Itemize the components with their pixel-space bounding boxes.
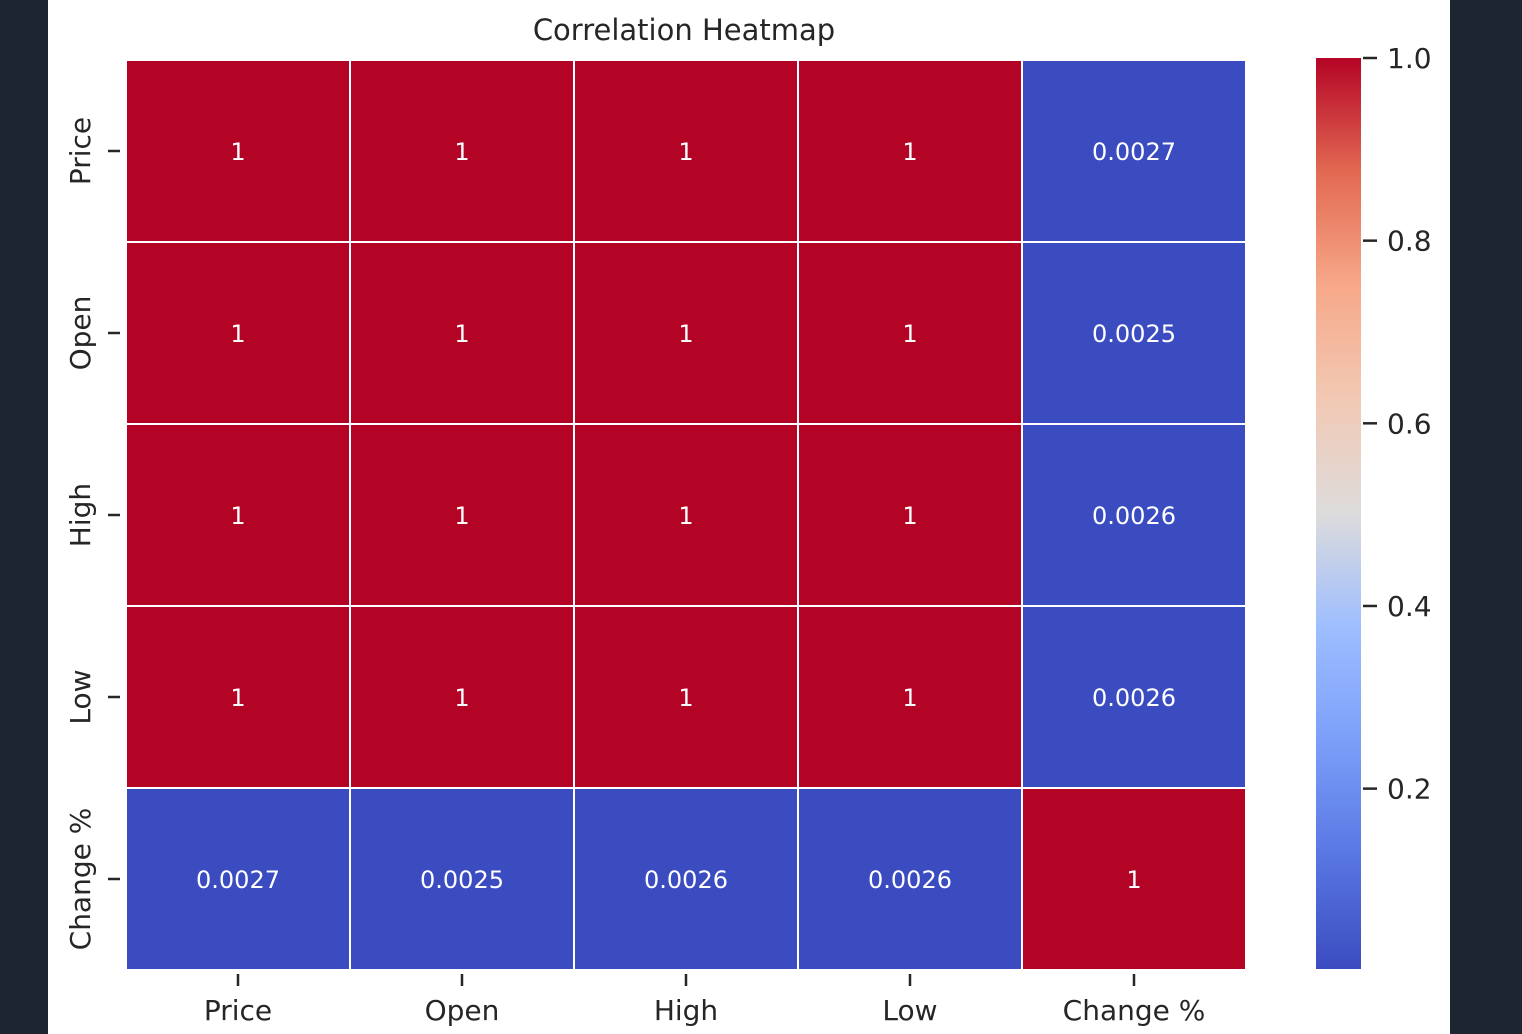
cell-annotation-r0-c1: 1 bbox=[454, 138, 469, 166]
cell-annotation-r2-c4: 0.0026 bbox=[1092, 502, 1176, 530]
y-tick-label-3: Low bbox=[64, 669, 97, 724]
cell-annotation-r0-c4: 0.0027 bbox=[1092, 138, 1176, 166]
heatmap-cell-r3-c3 bbox=[797, 605, 1023, 789]
heatmap-cell-r0-c1 bbox=[349, 59, 575, 243]
colorbar-tick-label-3: 0.8 bbox=[1387, 225, 1432, 258]
y-tick-label-4: Change % bbox=[64, 808, 97, 951]
heatmap-cell-r0-c0 bbox=[125, 59, 351, 243]
heatmap-cell-r0-c3 bbox=[797, 59, 1023, 243]
cell-annotation-r4-c2: 0.0026 bbox=[644, 866, 728, 894]
cell-annotation-r1-c3: 1 bbox=[902, 320, 917, 348]
cell-annotation-r3-c0: 1 bbox=[230, 684, 245, 712]
heatmap-cell-r2-c2 bbox=[573, 423, 799, 607]
heatmap-cell-r2-c3 bbox=[797, 423, 1023, 607]
cell-annotation-r2-c2: 1 bbox=[678, 502, 693, 530]
colorbar-tick-label-0: 0.2 bbox=[1387, 773, 1432, 806]
cell-annotation-r3-c2: 1 bbox=[678, 684, 693, 712]
colorbar: 0.2 0.4 0.6 0.8 1.0 bbox=[1316, 42, 1432, 969]
heatmap-cell-r1-c1 bbox=[349, 241, 575, 425]
cell-annotation-r2-c1: 1 bbox=[454, 502, 469, 530]
colorbar-gradient bbox=[1316, 58, 1361, 969]
cell-annotation-r2-c3: 1 bbox=[902, 502, 917, 530]
cell-annotation-r1-c1: 1 bbox=[454, 320, 469, 348]
chart-title: Correlation Heatmap bbox=[533, 13, 835, 47]
heatmap-cell-r3-c0 bbox=[125, 605, 351, 789]
heatmap-cell-r1-c2 bbox=[573, 241, 799, 425]
colorbar-tick-label-4: 1.0 bbox=[1387, 42, 1432, 75]
x-axis: Price Open High Low Change % bbox=[204, 974, 1206, 1027]
cell-annotation-r4-c1: 0.0025 bbox=[420, 866, 504, 894]
colorbar-tick-label-1: 0.4 bbox=[1387, 590, 1432, 623]
heatmap-cell-r3-c4 bbox=[1021, 605, 1247, 789]
heatmap-cell-r2-c1 bbox=[349, 423, 575, 607]
heatmap-cell-r4-c2 bbox=[573, 787, 799, 971]
heatmap-cell-r4-c3 bbox=[797, 787, 1023, 971]
cell-annotation-r0-c0: 1 bbox=[230, 138, 245, 166]
heatmap-cell-r3-c1 bbox=[349, 605, 575, 789]
heatmap-cell-r0-c2 bbox=[573, 59, 799, 243]
heatmap-cell-r2-c4 bbox=[1021, 423, 1247, 607]
cell-annotation-r4-c0: 0.0027 bbox=[196, 866, 280, 894]
cell-annotation-r4-c4: 1 bbox=[1126, 866, 1141, 894]
cell-annotation-r3-c4: 0.0026 bbox=[1092, 684, 1176, 712]
heatmap-cell-r1-c4 bbox=[1021, 241, 1247, 425]
y-tick-label-1: Open bbox=[64, 296, 97, 371]
cell-annotation-r3-c3: 1 bbox=[902, 684, 917, 712]
colorbar-tick-label-2: 0.6 bbox=[1387, 407, 1432, 440]
heatmap-cell-r4-c0 bbox=[125, 787, 351, 971]
heatmap-cell-r1-c3 bbox=[797, 241, 1023, 425]
x-tick-label-2: High bbox=[654, 994, 718, 1027]
y-tick-label-2: High bbox=[64, 483, 97, 547]
cell-annotation-r3-c1: 1 bbox=[454, 684, 469, 712]
cell-annotation-r0-c2: 1 bbox=[678, 138, 693, 166]
heatmap-cell-r4-c4 bbox=[1021, 787, 1247, 971]
x-tick-label-4: Change % bbox=[1063, 994, 1206, 1027]
y-axis: Price Open High Low Change % bbox=[64, 117, 120, 951]
heatmap-cells bbox=[125, 59, 1247, 971]
cell-annotation-r1-c4: 0.0025 bbox=[1092, 320, 1176, 348]
heatmap-cell-r3-c2 bbox=[573, 605, 799, 789]
y-tick-label-0: Price bbox=[64, 117, 97, 185]
cell-annotation-r1-c2: 1 bbox=[678, 320, 693, 348]
x-tick-label-3: Low bbox=[882, 994, 937, 1027]
cell-annotation-r0-c3: 1 bbox=[902, 138, 917, 166]
x-tick-label-0: Price bbox=[204, 994, 272, 1027]
x-tick-label-1: Open bbox=[425, 994, 500, 1027]
cell-annotation-r4-c3: 0.0026 bbox=[868, 866, 952, 894]
cell-annotation-r1-c0: 1 bbox=[230, 320, 245, 348]
heatmap-annotations: 1 1 1 1 0.0027 1 1 1 1 0.0025 1 1 1 1 0.0026 1 1 1 1 0.0026… bbox=[196, 138, 1176, 894]
cell-annotation-r2-c0: 1 bbox=[230, 502, 245, 530]
heatmap-cell-r4-c1 bbox=[349, 787, 575, 971]
